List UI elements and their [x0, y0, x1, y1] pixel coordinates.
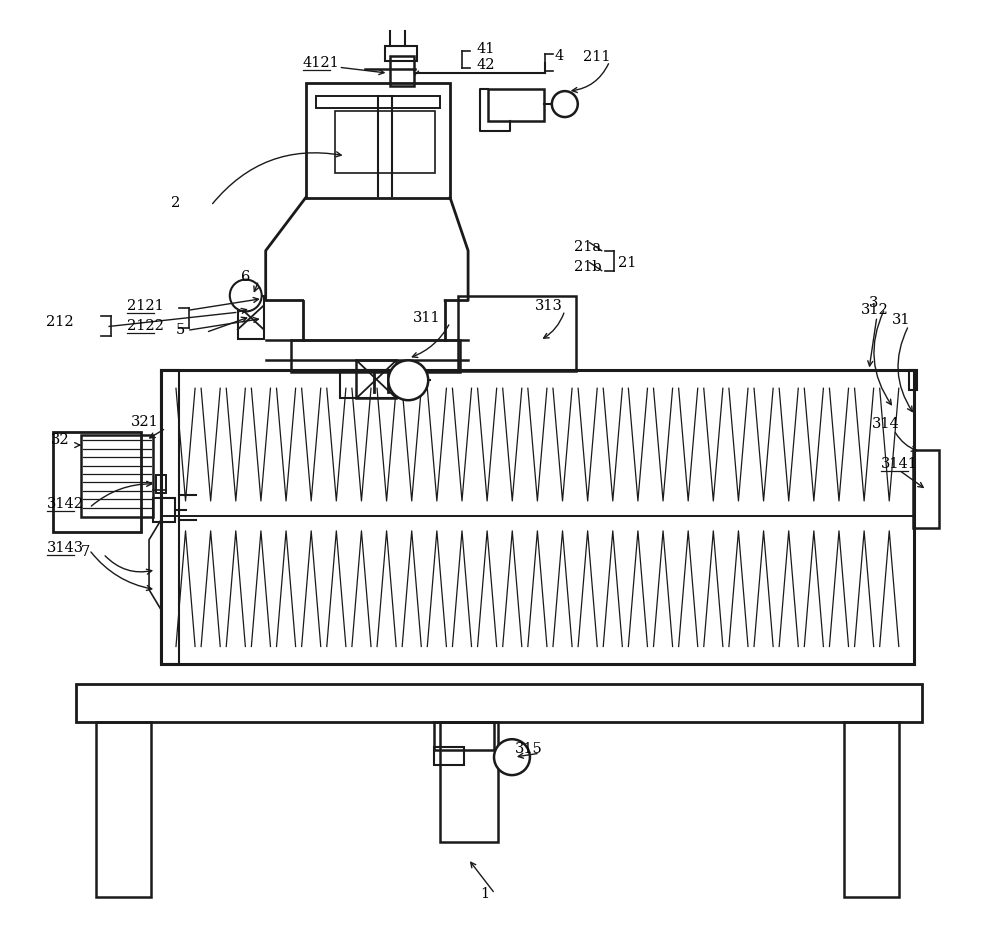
Text: 7: 7: [81, 545, 90, 559]
Bar: [340, 370, 412, 398]
Bar: [844, 722, 899, 897]
Bar: [335, 111, 435, 173]
Bar: [909, 370, 917, 391]
Text: 2121: 2121: [127, 300, 164, 313]
Text: 1: 1: [480, 886, 489, 901]
Text: 313: 313: [535, 300, 563, 313]
Text: 311: 311: [413, 311, 441, 325]
Bar: [458, 295, 576, 371]
Text: 3: 3: [869, 295, 878, 309]
Text: 3141: 3141: [881, 457, 918, 471]
Text: 21a: 21a: [574, 239, 601, 254]
Circle shape: [388, 360, 428, 400]
Text: 41: 41: [476, 43, 494, 56]
Bar: [488, 89, 544, 121]
Bar: [390, 56, 414, 86]
Text: 2: 2: [171, 196, 180, 210]
Bar: [913, 450, 939, 528]
Text: 3142: 3142: [47, 497, 84, 511]
Bar: [434, 722, 494, 750]
Bar: [53, 432, 141, 532]
Bar: [96, 722, 151, 897]
Bar: [385, 46, 417, 61]
Bar: [238, 295, 264, 340]
Text: 321: 321: [131, 415, 159, 429]
Text: 21b: 21b: [574, 259, 601, 273]
Bar: [291, 341, 460, 373]
Bar: [161, 370, 179, 664]
Circle shape: [230, 280, 262, 311]
Bar: [81, 435, 153, 517]
Bar: [316, 96, 440, 108]
Bar: [356, 360, 396, 398]
Bar: [434, 747, 464, 765]
Text: 5: 5: [176, 324, 185, 338]
Text: 312: 312: [861, 304, 889, 318]
Text: 31: 31: [892, 313, 910, 327]
Text: 42: 42: [476, 59, 495, 72]
Circle shape: [494, 739, 530, 775]
Text: 4: 4: [555, 49, 564, 63]
Bar: [161, 370, 914, 664]
Text: 315: 315: [515, 743, 543, 756]
Bar: [76, 684, 922, 722]
Text: 32: 32: [51, 433, 70, 447]
Text: 211: 211: [583, 50, 610, 64]
Text: 3143: 3143: [47, 541, 84, 554]
Text: 4121: 4121: [303, 56, 339, 70]
Text: 21: 21: [618, 255, 636, 270]
Bar: [156, 475, 166, 493]
Circle shape: [552, 91, 578, 117]
Text: 6: 6: [241, 270, 250, 284]
Bar: [440, 722, 498, 842]
Text: 212: 212: [46, 315, 74, 329]
Text: 314: 314: [872, 417, 900, 431]
Text: 2122: 2122: [127, 320, 164, 333]
Bar: [306, 83, 450, 198]
Bar: [153, 498, 175, 522]
